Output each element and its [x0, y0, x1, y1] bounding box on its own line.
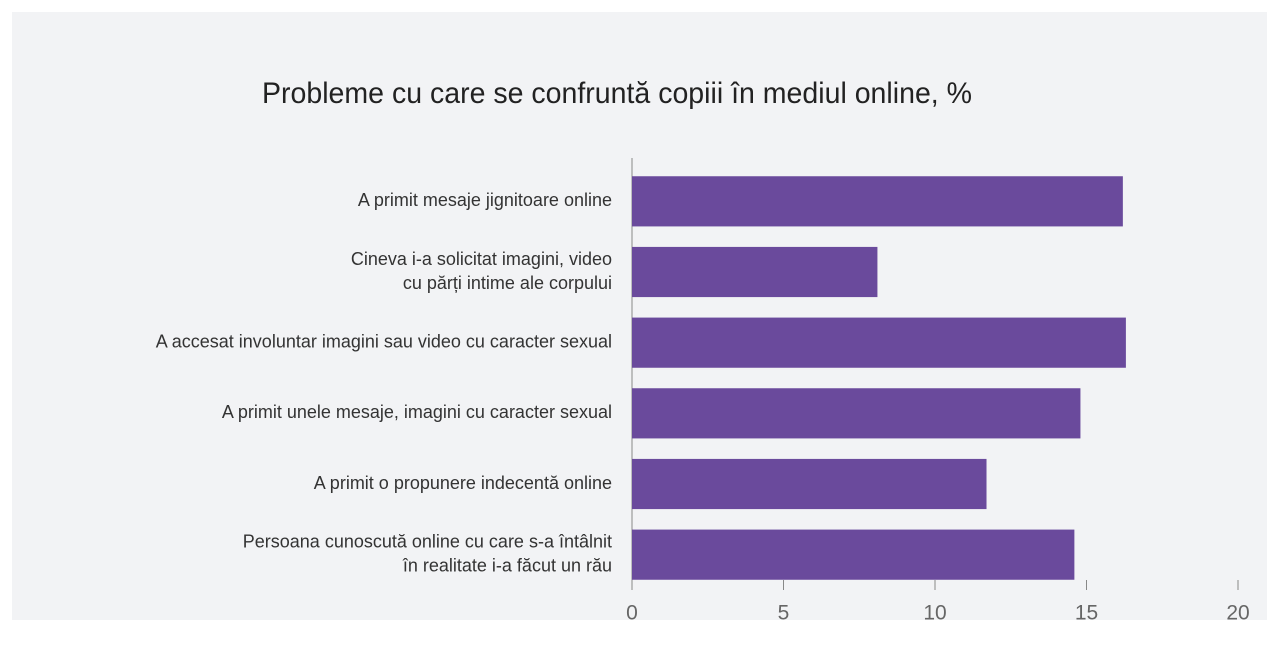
y-tick-label: A primit mesaje jignitoare online [358, 190, 612, 210]
x-tick-label: 0 [626, 602, 638, 625]
bar [632, 246, 878, 298]
panel [12, 12, 1267, 620]
chart-title: Probleme cu care se confruntă copiii în … [262, 77, 972, 110]
y-tick-label: Persoana cunoscută online cu care s-a în… [243, 531, 612, 575]
bar [632, 529, 1075, 580]
bar [632, 317, 1126, 368]
bar [632, 176, 1123, 227]
x-tick-label: 20 [1226, 602, 1249, 625]
x-tick-label: 5 [778, 602, 790, 625]
x-tick-label: 15 [1075, 602, 1098, 625]
bar [632, 458, 987, 510]
y-tick-label: A primit unele mesaje, imagini cu caract… [222, 402, 612, 422]
y-tick-label: A primit o propunere indecentă online [314, 473, 612, 493]
x-tick-label: 10 [923, 602, 946, 625]
y-tick-label: Cineva i-a solicitat imagini, video cu pă… [351, 249, 612, 293]
bar [632, 388, 1081, 439]
y-tick-label: A accesat involuntar imagini sau video c… [156, 331, 612, 351]
